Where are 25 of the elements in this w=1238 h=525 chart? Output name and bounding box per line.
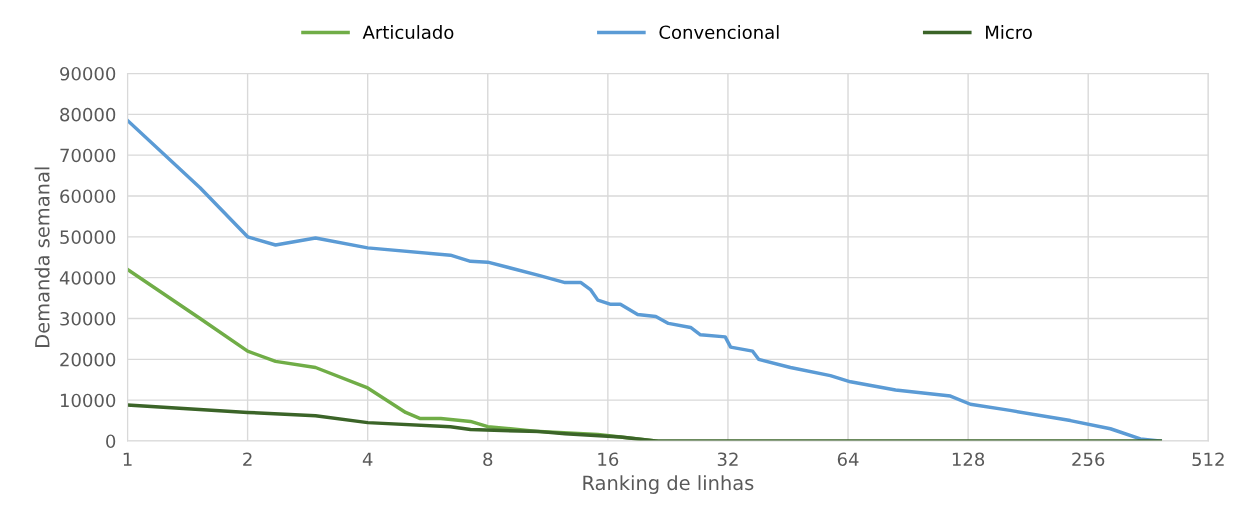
y-tick-label: 70000 xyxy=(60,148,116,163)
legend-label: Convencional xyxy=(659,25,779,40)
y-tick-label: 10000 xyxy=(60,393,116,408)
y-axis-title: Demanda semanal xyxy=(34,167,50,347)
y-tick-label: 60000 xyxy=(60,189,116,204)
y-tick-label: 20000 xyxy=(60,352,116,367)
y-tick-label: 0 xyxy=(106,434,116,449)
x-tick-label: 4 xyxy=(362,452,373,466)
y-tick-label: 90000 xyxy=(60,66,116,81)
x-tick-label: 512 xyxy=(1192,452,1224,467)
y-tick-label: 40000 xyxy=(59,271,116,285)
x-tick-label: 16 xyxy=(598,452,619,467)
legend-label: Micro xyxy=(986,25,1032,40)
y-tick-label: 50000 xyxy=(60,230,116,244)
x-tick-label: 128 xyxy=(952,452,985,467)
legend-label: Articulado xyxy=(362,25,454,40)
x-axis-title: Ranking de linhas xyxy=(583,475,754,494)
x-tick-label: 64 xyxy=(837,452,859,467)
x-tick-label: 32 xyxy=(717,452,738,467)
x-tick-label: 1 xyxy=(123,452,132,466)
y-tick-label: 80000 xyxy=(60,107,116,122)
x-tick-label: 2 xyxy=(243,452,252,466)
x-tick-label: 8 xyxy=(483,452,493,467)
x-tick-label: 256 xyxy=(1072,452,1105,467)
y-tick-label: 30000 xyxy=(60,311,116,326)
